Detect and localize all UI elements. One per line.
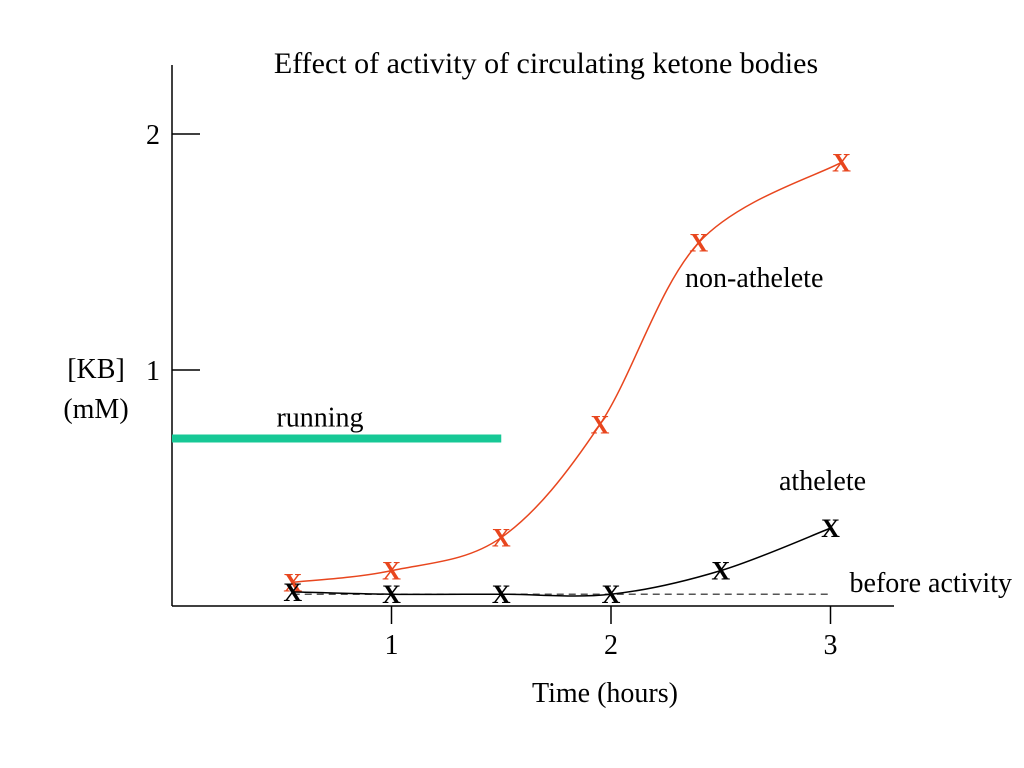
data-point-marker: X	[382, 557, 401, 586]
y-tick-label: 1	[146, 356, 160, 387]
series-line-non-athelete	[292, 161, 842, 584]
running-label: running	[276, 402, 363, 433]
annotations-group: non-athelete athelete	[685, 263, 866, 497]
y-axis-label-line1: [KB]	[67, 354, 125, 385]
data-point-marker: X	[382, 580, 401, 609]
data-point-marker: X	[689, 229, 708, 258]
data-point-marker: X	[492, 524, 511, 553]
x-tick-label: 2	[604, 630, 618, 661]
y-ticks: 12	[146, 120, 200, 387]
data-point-marker: X	[711, 557, 730, 586]
data-point-marker: X	[591, 410, 610, 439]
x-tick-label: 3	[824, 630, 838, 661]
data-point-marker: X	[602, 580, 621, 609]
data-point-marker: X	[283, 568, 302, 597]
athelete-label: athelete	[779, 466, 866, 497]
data-point-marker: X	[283, 578, 302, 607]
non-athelete-label: non-athelete	[685, 263, 823, 294]
data-point-marker: X	[821, 514, 840, 543]
data-point-marker: X	[832, 148, 851, 177]
chart-title: Effect of activity of circulating ketone…	[274, 47, 818, 80]
reference-line-group: before activity	[292, 568, 1012, 599]
running-bar-group: running	[172, 402, 502, 443]
data-point-marker: X	[492, 580, 511, 609]
y-tick-label: 2	[146, 120, 160, 151]
before-activity-label: before activity	[850, 568, 1012, 599]
x-ticks: 1 2 3	[385, 606, 838, 661]
y-axis-label-line2: (mM)	[63, 394, 128, 425]
series-line-athelete	[292, 527, 831, 597]
x-axis-label: Time (hours)	[532, 678, 678, 709]
x-tick-label: 1	[385, 630, 399, 661]
